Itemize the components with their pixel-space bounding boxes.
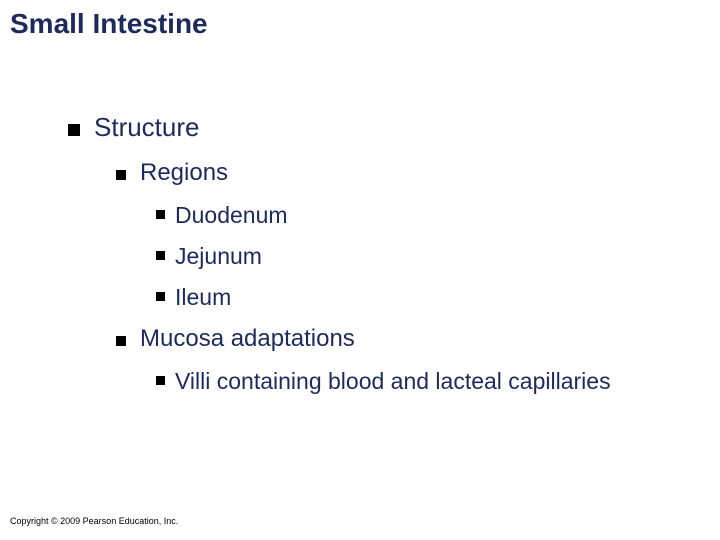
lvl3-label: Villi containing blood and lacteal capil… — [175, 367, 611, 396]
square-bullet-icon — [156, 376, 165, 385]
lvl3-row: Jejunum — [156, 242, 680, 271]
square-bullet-icon — [116, 336, 126, 346]
slide: Small Intestine Structure Regions — [0, 0, 720, 540]
square-bullet-icon — [116, 170, 126, 180]
lvl2-list: Regions Duodenum Jejunum — [116, 159, 680, 396]
square-bullet-icon — [68, 124, 80, 136]
list-item: Ileum — [156, 283, 680, 312]
lvl2-label: Mucosa adaptations — [140, 325, 355, 353]
lvl2-row: Mucosa adaptations — [116, 325, 680, 353]
lvl1-label: Structure — [94, 112, 200, 143]
lvl3-label: Ileum — [175, 283, 231, 312]
lvl2-label: Regions — [140, 159, 228, 187]
lvl3-label: Duodenum — [175, 201, 288, 230]
list-item: Mucosa adaptations Villi containing bloo… — [116, 325, 680, 396]
lvl3-label: Jejunum — [175, 242, 262, 271]
list-item: Jejunum — [156, 242, 680, 271]
lvl3-list: Duodenum Jejunum Ileum — [156, 201, 680, 311]
lvl3-row: Villi containing blood and lacteal capil… — [156, 367, 680, 396]
lvl3-row: Ileum — [156, 283, 680, 312]
lvl3-row: Duodenum — [156, 201, 680, 230]
copyright-text: Copyright © 2009 Pearson Education, Inc. — [10, 516, 178, 526]
square-bullet-icon — [156, 251, 165, 260]
lvl3-list: Villi containing blood and lacteal capil… — [156, 367, 680, 396]
list-item: Villi containing blood and lacteal capil… — [156, 367, 680, 396]
lvl2-row: Regions — [116, 159, 680, 187]
slide-title: Small Intestine — [10, 8, 208, 40]
list-item: Duodenum — [156, 201, 680, 230]
square-bullet-icon — [156, 292, 165, 301]
content-area: Structure Regions Duodenum — [68, 112, 680, 410]
list-item: Structure Regions Duodenum — [68, 112, 680, 396]
square-bullet-icon — [156, 210, 165, 219]
lvl1-row: Structure — [68, 112, 680, 143]
list-item: Regions Duodenum Jejunum — [116, 159, 680, 311]
